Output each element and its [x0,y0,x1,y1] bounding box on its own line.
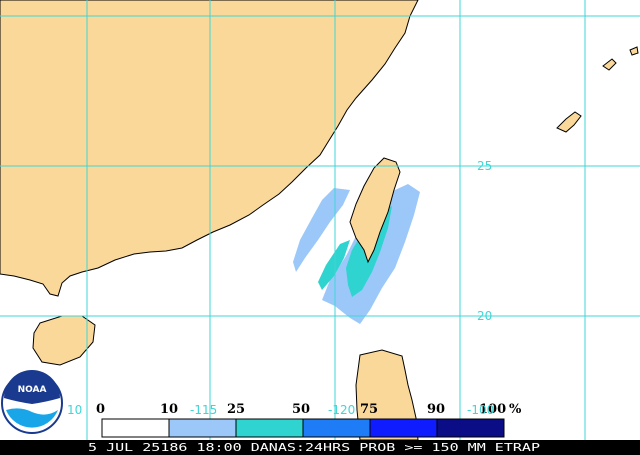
legend-tick-50: 50 [292,402,310,417]
legend-bin-90-100 [436,418,505,438]
legend-bin-75-90 [369,418,438,438]
legend-tick-75: 75 [360,402,378,417]
legend-tick-10: 10 [160,402,178,417]
status-text: 5 JUL 25186 18:00 DANAS:24HRS PROB >= 15… [88,441,540,454]
ryukyu-islands [556,111,582,133]
legend-tick-100: 100 [479,402,506,417]
legend-bin-10-25 [168,418,237,438]
luzon-island [355,349,419,441]
lon-label-left: 10 [67,403,82,417]
lat-label-20: 20 [477,309,492,323]
ryukyu-islet [602,58,617,71]
legend-unit: % [509,402,522,417]
ryukyu-islet [629,46,639,56]
graticule [0,0,640,440]
legend: 0 10 25 50 75 90 100 % [96,402,522,438]
noaa-logo: NOAA [1,370,63,434]
lon-label-120: -120 [328,403,355,417]
taiwan-island [349,157,401,264]
legend-bin-0-10 [101,418,170,438]
lat-label-25: 25 [477,159,492,173]
mainland-landmass [0,0,419,297]
swath-10-25 [293,188,350,272]
status-bar [0,440,640,455]
noaa-logo-top [4,370,60,404]
noaa-logo-text: NOAA [18,385,47,395]
swath-25-50 [318,240,350,290]
legend-tick-25: 25 [227,402,245,417]
legend-bin-25-50 [235,418,304,438]
lon-label-100: -100 [467,403,494,417]
noaa-logo-wave [6,408,58,428]
legend-tick-0: 0 [96,402,105,417]
legend-bin-50-75 [302,418,371,438]
lon-label-115: -115 [190,403,217,417]
legend-tick-90: 90 [427,402,445,417]
